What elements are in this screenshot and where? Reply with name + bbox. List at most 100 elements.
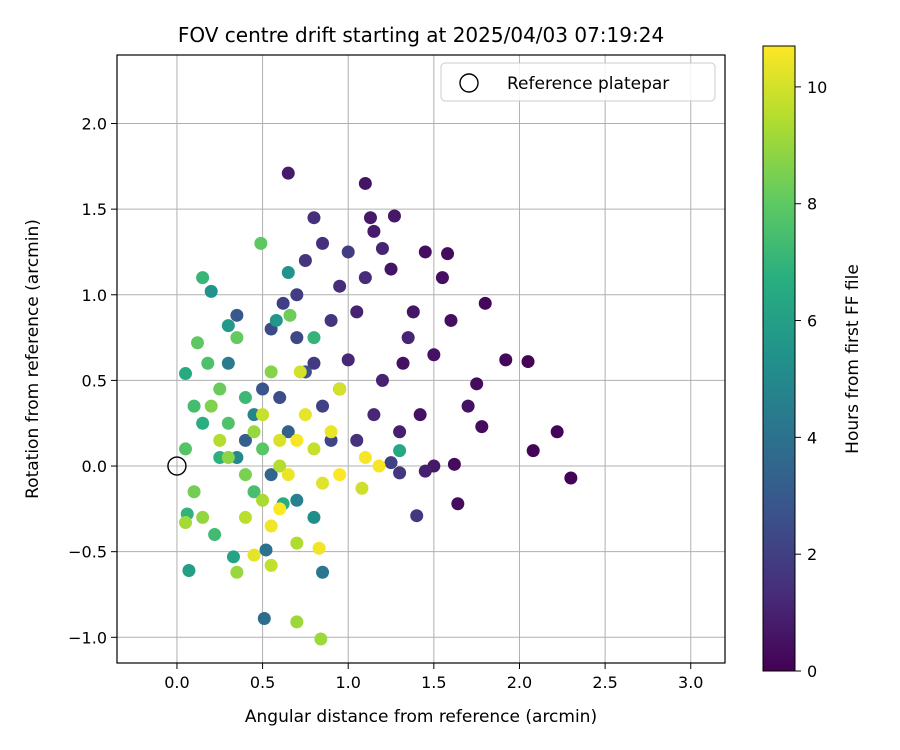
data-point: [307, 211, 321, 225]
data-point: [221, 356, 235, 370]
data-point: [478, 296, 492, 310]
data-point: [204, 399, 218, 413]
data-point: [187, 485, 201, 499]
colorbar-tick-label: 4: [807, 428, 817, 447]
y-tick-label: 1.0: [82, 286, 107, 305]
plot-frame: [116, 54, 726, 664]
data-point: [375, 242, 389, 256]
data-point: [247, 485, 261, 499]
data-point: [418, 464, 432, 478]
data-point: [196, 510, 210, 524]
data-point: [316, 236, 330, 250]
data-point: [401, 331, 415, 345]
legend-box: [440, 62, 716, 102]
x-tick-label: 1.0: [335, 673, 360, 692]
data-point: [290, 331, 304, 345]
data-point: [358, 450, 372, 464]
data-point: [324, 425, 338, 439]
data-point: [406, 305, 420, 319]
data-point: [264, 558, 278, 572]
data-point: [273, 502, 287, 516]
data-point: [283, 308, 297, 322]
data-point: [196, 271, 210, 285]
data-point: [201, 356, 215, 370]
data-point: [393, 444, 407, 458]
data-point: [451, 497, 465, 511]
colorbar-label: Hours from first FF file: [843, 264, 863, 454]
data-point: [372, 459, 386, 473]
data-point: [273, 459, 287, 473]
data-point: [314, 632, 328, 646]
data-point: [324, 313, 338, 327]
data-point: [307, 356, 321, 370]
data-point: [375, 373, 389, 387]
data-point: [384, 456, 398, 470]
data-point: [254, 236, 268, 250]
data-point: [221, 416, 235, 430]
data-point: [355, 481, 369, 495]
data-point: [190, 336, 204, 350]
colorbar-ticks: 0 2 4 6 8 10: [795, 78, 827, 681]
data-point: [393, 425, 407, 439]
data-point: [526, 444, 540, 458]
data-point: [298, 254, 312, 268]
x-tick-label: 2.5: [592, 673, 617, 692]
data-point: [293, 365, 307, 379]
data-point: [290, 493, 304, 507]
colorbar: 0 2 4 6 8 10 Hours from first FF file: [762, 45, 863, 681]
x-axis-label: Angular distance from reference (arcmin): [245, 707, 597, 727]
data-point: [396, 356, 410, 370]
data-point: [256, 408, 270, 422]
data-point: [427, 348, 441, 362]
data-point: [290, 433, 304, 447]
data-point: [307, 510, 321, 524]
colorbar-gradient: [762, 45, 796, 672]
colorbar-tick-label: 10: [807, 78, 827, 97]
data-point: [461, 399, 475, 413]
data-point: [281, 166, 295, 180]
y-tick-label: 0.5: [82, 371, 107, 390]
data-point: [350, 305, 364, 319]
data-point: [273, 391, 287, 405]
x-tick-label: 0.0: [164, 673, 189, 692]
colorbar-tick-label: 6: [807, 312, 817, 331]
data-point: [281, 468, 295, 482]
data-point: [413, 408, 427, 422]
data-point: [441, 247, 455, 261]
data-point: [256, 493, 270, 507]
data-point: [298, 408, 312, 422]
data-point: [221, 450, 235, 464]
data-point: [290, 536, 304, 550]
data-point: [316, 476, 330, 490]
legend-marker: [459, 73, 479, 93]
data-point: [312, 541, 326, 555]
data-point: [269, 313, 283, 327]
data-point: [230, 308, 244, 322]
data-point: [358, 271, 372, 285]
data-point: [521, 355, 535, 369]
data-point: [179, 516, 193, 530]
data-point: [387, 209, 401, 223]
data-point: [316, 565, 330, 579]
data-point: [363, 211, 377, 225]
y-tick-label: 0.0: [82, 457, 107, 476]
data-point: [256, 442, 270, 456]
colorbar-tick-label: 0: [807, 662, 817, 681]
data-point: [221, 319, 235, 333]
data-point: [447, 457, 461, 471]
data-point: [358, 176, 372, 190]
data-point: [264, 519, 278, 533]
data-point: [475, 420, 489, 434]
data-point: [341, 353, 355, 367]
data-point: [367, 224, 381, 238]
data-point: [333, 468, 347, 482]
data-point: [384, 262, 398, 276]
data-point: [367, 408, 381, 422]
data-point: [247, 425, 261, 439]
data-point: [187, 399, 201, 413]
data-point: [290, 288, 304, 302]
data-point: [182, 564, 196, 578]
data-point: [290, 615, 304, 629]
x-axis-ticks: 0.0 0.5 1.0 1.5 2.0 2.5 3.0: [164, 663, 703, 692]
